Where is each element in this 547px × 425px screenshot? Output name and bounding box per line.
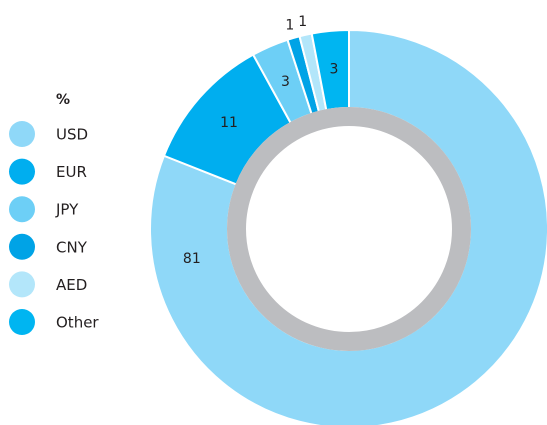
legend-swatch: [9, 196, 35, 223]
legend-label: Other: [56, 314, 99, 332]
data-label: 81: [183, 251, 201, 267]
legend-swatch: [9, 121, 35, 147]
legend-label: CNY: [56, 238, 88, 256]
data-label: 11: [220, 115, 238, 131]
legend-swatch: [9, 158, 35, 185]
donut-hole: [247, 127, 451, 331]
legend-label: USD: [56, 126, 88, 144]
data-label: 1: [285, 17, 294, 33]
data-label: 1: [298, 14, 307, 30]
data-label: 3: [329, 62, 338, 78]
legend-swatch: [9, 309, 35, 335]
legend-swatch: [9, 271, 35, 298]
data-label: 3: [281, 74, 290, 90]
legend-swatch: [9, 233, 35, 260]
legend-label: EUR: [56, 163, 87, 181]
legend-title: %: [56, 92, 70, 108]
inner-ring: [227, 107, 471, 351]
legend-label: JPY: [55, 201, 79, 219]
legend-label: AED: [56, 276, 87, 294]
